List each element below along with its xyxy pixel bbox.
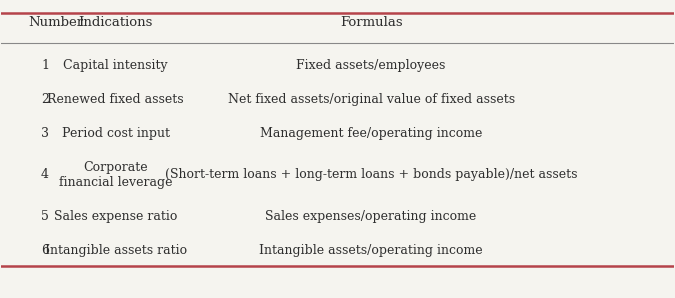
Text: 3: 3 (41, 127, 49, 140)
Text: Capital intensity: Capital intensity (63, 59, 168, 72)
Text: Management fee/operating income: Management fee/operating income (260, 127, 483, 140)
Text: 5: 5 (41, 210, 49, 223)
Text: Intangible assets ratio: Intangible assets ratio (45, 243, 187, 257)
Text: 4: 4 (41, 168, 49, 181)
Text: 2: 2 (41, 93, 49, 106)
Text: Sales expense ratio: Sales expense ratio (54, 210, 178, 223)
Text: Intangible assets/operating income: Intangible assets/operating income (259, 243, 483, 257)
Text: (Short-term loans + long-term loans + bonds payable)/net assets: (Short-term loans + long-term loans + bo… (165, 168, 577, 181)
Text: Net fixed assets/original value of fixed assets: Net fixed assets/original value of fixed… (227, 93, 514, 106)
Text: Renewed fixed assets: Renewed fixed assets (47, 93, 184, 106)
Text: Formulas: Formulas (340, 15, 402, 29)
Text: 6: 6 (41, 243, 49, 257)
Text: Fixed assets/employees: Fixed assets/employees (296, 59, 446, 72)
Text: Period cost input: Period cost input (61, 127, 169, 140)
Text: Corporate
financial leverage: Corporate financial leverage (59, 161, 172, 189)
Text: Indications: Indications (78, 15, 153, 29)
Text: Number: Number (28, 15, 84, 29)
Text: Sales expenses/operating income: Sales expenses/operating income (265, 210, 477, 223)
Text: 1: 1 (41, 59, 49, 72)
